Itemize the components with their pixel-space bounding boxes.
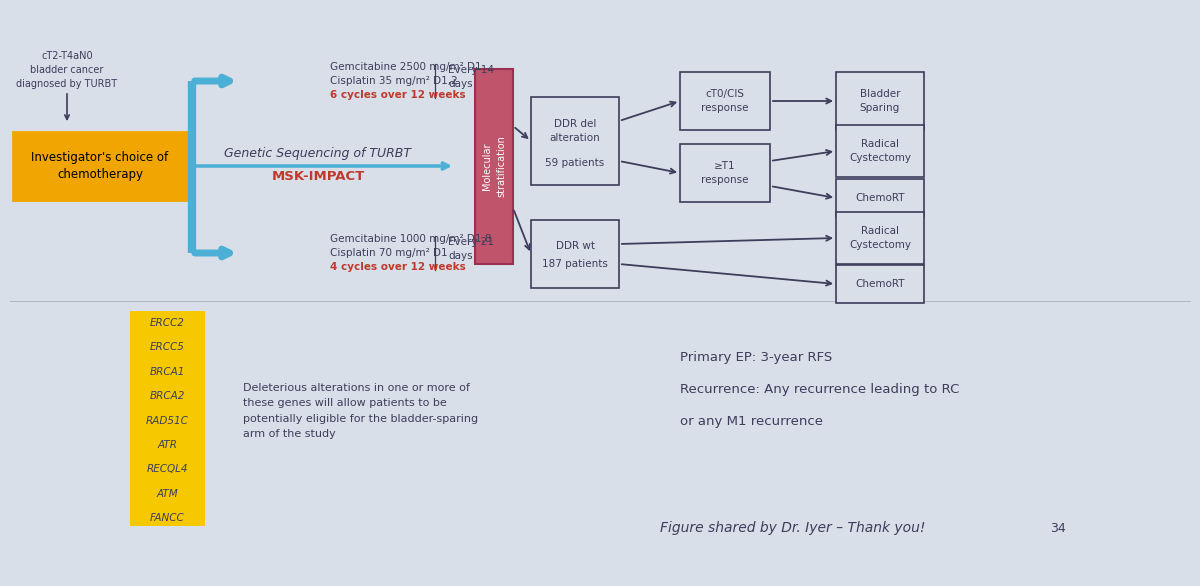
Text: Cisplatin 35 mg/m² D1,2: Cisplatin 35 mg/m² D1,2: [330, 76, 457, 86]
Text: ATM: ATM: [157, 489, 179, 499]
Text: 187 patients: 187 patients: [542, 259, 608, 269]
Text: days: days: [448, 251, 473, 261]
Text: ChemoRT: ChemoRT: [856, 193, 905, 203]
Text: ATR: ATR: [157, 440, 178, 450]
Text: days: days: [448, 79, 473, 89]
FancyBboxPatch shape: [836, 212, 924, 264]
FancyBboxPatch shape: [836, 265, 924, 303]
Text: Recurrence: Any recurrence leading to RC: Recurrence: Any recurrence leading to RC: [680, 383, 959, 397]
Text: Gemcitabine 2500 mg/m² D1: Gemcitabine 2500 mg/m² D1: [330, 62, 481, 72]
Text: Every 21: Every 21: [448, 237, 494, 247]
Text: diagnosed by TURBT: diagnosed by TURBT: [17, 79, 118, 89]
FancyBboxPatch shape: [836, 125, 924, 177]
Text: Deleterious alterations in one or more of
these genes will allow patients to be
: Deleterious alterations in one or more o…: [242, 383, 478, 440]
Text: ≥T1
response: ≥T1 response: [701, 161, 749, 185]
Text: Every 14: Every 14: [448, 65, 494, 75]
Text: bladder cancer: bladder cancer: [30, 65, 103, 75]
Text: 59 patients: 59 patients: [545, 158, 605, 168]
FancyBboxPatch shape: [475, 69, 514, 264]
Text: Cisplatin 70 mg/m² D1: Cisplatin 70 mg/m² D1: [330, 248, 448, 258]
Text: Genetic Sequencing of TURBT: Genetic Sequencing of TURBT: [224, 146, 412, 159]
Text: ChemoRT: ChemoRT: [856, 279, 905, 289]
Text: or any M1 recurrence: or any M1 recurrence: [680, 414, 823, 428]
Text: DDR wt: DDR wt: [556, 241, 594, 251]
FancyBboxPatch shape: [12, 132, 187, 200]
Text: Investigator's choice of
chemotherapy: Investigator's choice of chemotherapy: [31, 151, 168, 181]
Text: DDR del
alteration: DDR del alteration: [550, 120, 600, 142]
Text: MSK-IMPACT: MSK-IMPACT: [271, 169, 365, 182]
Text: Gemcitabine 1000 mg/m² D1,8: Gemcitabine 1000 mg/m² D1,8: [330, 234, 492, 244]
Text: cT0/CIS
response: cT0/CIS response: [701, 90, 749, 113]
Text: 34: 34: [1050, 522, 1066, 534]
Text: BRCA1: BRCA1: [150, 367, 185, 377]
Text: ERCC2: ERCC2: [150, 318, 185, 328]
Text: BRCA2: BRCA2: [150, 391, 185, 401]
Text: Molecular
stratification: Molecular stratification: [482, 135, 506, 197]
FancyBboxPatch shape: [530, 97, 619, 185]
Text: RAD51C: RAD51C: [146, 415, 188, 425]
FancyBboxPatch shape: [130, 311, 205, 526]
FancyBboxPatch shape: [836, 72, 924, 130]
Text: 4 cycles over 12 weeks: 4 cycles over 12 weeks: [330, 262, 466, 272]
Text: FANCC: FANCC: [150, 513, 185, 523]
Text: 6 cycles over 12 weeks: 6 cycles over 12 weeks: [330, 90, 466, 100]
Text: Bladder
Sparing: Bladder Sparing: [859, 90, 900, 113]
Text: cT2-T4aN0: cT2-T4aN0: [41, 51, 92, 61]
FancyBboxPatch shape: [836, 179, 924, 217]
FancyBboxPatch shape: [680, 72, 770, 130]
Text: Radical
Cystectomy: Radical Cystectomy: [850, 226, 911, 250]
Text: RECQL4: RECQL4: [146, 464, 188, 474]
Text: Radical
Cystectomy: Radical Cystectomy: [850, 139, 911, 162]
FancyBboxPatch shape: [680, 144, 770, 202]
FancyBboxPatch shape: [530, 220, 619, 288]
Text: Primary EP: 3-year RFS: Primary EP: 3-year RFS: [680, 352, 833, 364]
Text: Figure shared by Dr. Iyer – Thank you!: Figure shared by Dr. Iyer – Thank you!: [660, 521, 925, 535]
Text: ERCC5: ERCC5: [150, 342, 185, 352]
